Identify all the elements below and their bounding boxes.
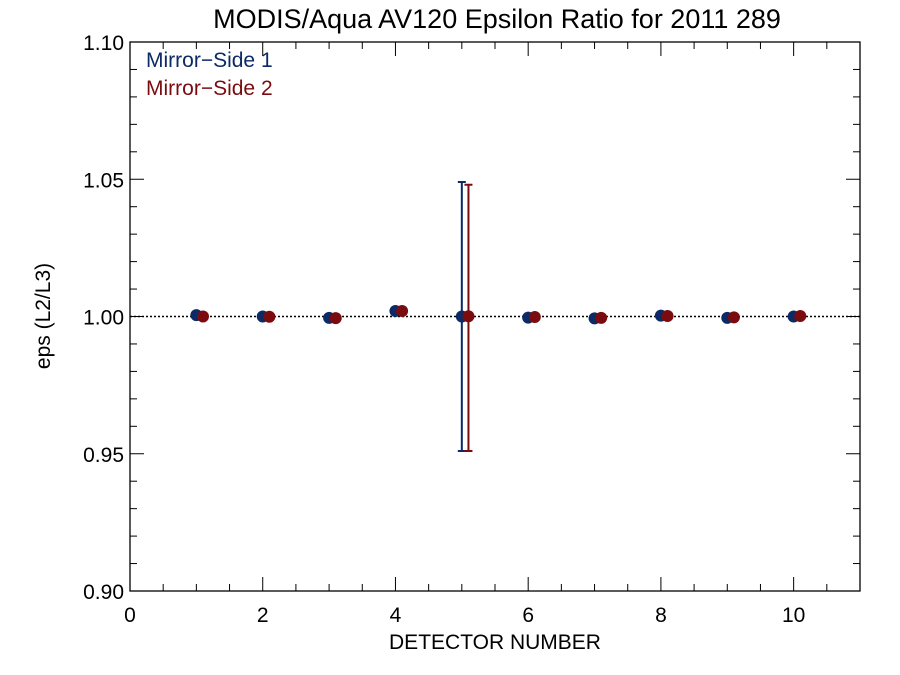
x-tick-label: 6 — [522, 604, 534, 627]
x-tick-labels: 0 2 4 6 8 10 — [124, 604, 805, 627]
point-mirror-side-2 — [396, 305, 409, 318]
legend-mirror-side-1: Mirror−Side 1 — [146, 49, 273, 72]
point-mirror-side-2 — [329, 312, 342, 325]
y-tick-labels: 0.90 0.95 1.00 1.05 1.10 — [83, 32, 124, 604]
point-mirror-side-2 — [197, 310, 209, 323]
point-mirror-side-2 — [727, 311, 740, 324]
y-tick-label: 1.00 — [83, 307, 124, 330]
x-tick-label: 4 — [390, 604, 402, 627]
x-axis-label: DETECTOR NUMBER — [389, 631, 601, 654]
point-mirror-side-2 — [528, 311, 541, 324]
y-tick-label: 1.05 — [83, 169, 124, 192]
chart-title: MODIS/Aqua AV120 Epsilon Ratio for 2011 … — [213, 4, 781, 34]
y-axis-label: eps (L2/L3) — [32, 263, 55, 369]
y-tick-label: 1.10 — [83, 32, 124, 55]
legend-mirror-side-2: Mirror−Side 2 — [146, 77, 273, 100]
point-mirror-side-2 — [661, 309, 674, 322]
point-mirror-side-2 — [595, 311, 608, 324]
x-tick-label: 8 — [655, 604, 667, 627]
x-tick-label: 2 — [257, 604, 269, 627]
data-points — [190, 305, 807, 325]
x-tick-label: 0 — [124, 604, 136, 627]
axis-ticks — [129, 41, 861, 592]
point-mirror-side-2 — [794, 309, 807, 322]
point-mirror-side-2 — [263, 310, 276, 323]
y-tick-label: 0.90 — [83, 581, 124, 604]
y-tick-label: 0.95 — [83, 444, 124, 467]
x-tick-label: 10 — [782, 604, 805, 627]
point-mirror-side-2 — [462, 310, 475, 323]
